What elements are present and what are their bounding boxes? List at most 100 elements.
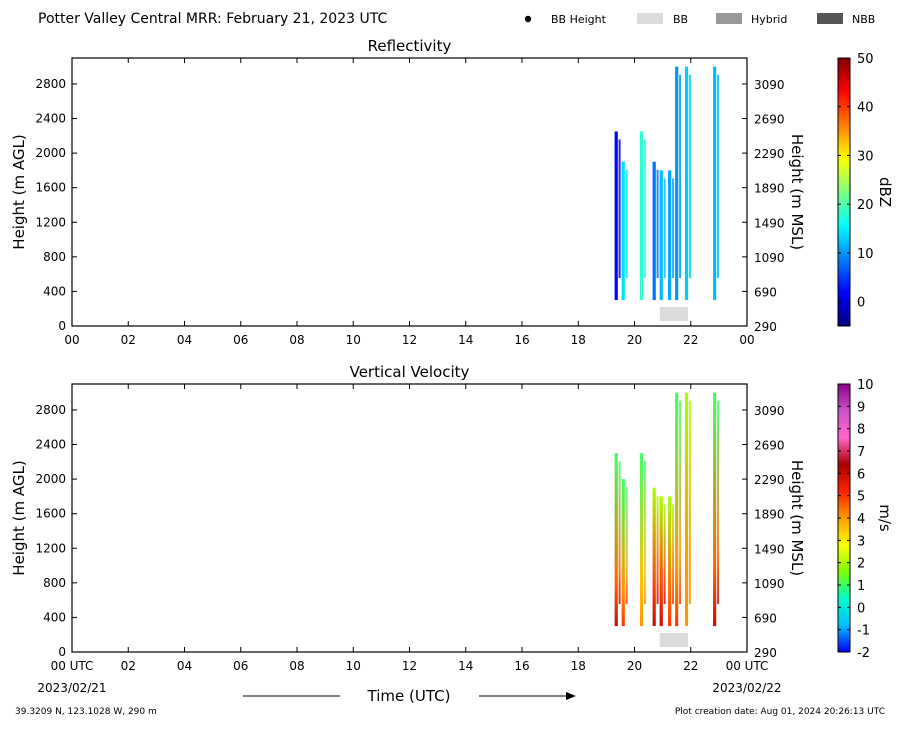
colorbar-tick-label: 8 xyxy=(857,423,865,438)
colorbar-tick-label: 30 xyxy=(857,149,874,164)
y-tick-label: 2800 xyxy=(35,77,66,91)
header-legend: BB Height BB Hybrid NBB xyxy=(524,13,875,26)
colorbar-tick-label: -1 xyxy=(857,624,870,639)
y2-axis-label: Height (m MSL) xyxy=(788,460,806,576)
data-column xyxy=(675,66,679,301)
y-tick-label: 2400 xyxy=(35,112,66,126)
panel-title: Reflectivity xyxy=(368,37,452,55)
data-column xyxy=(717,74,720,279)
colorbar-tick-label: 9 xyxy=(857,400,865,415)
x-tick-label: 20 xyxy=(627,659,642,673)
colorbar-tick-label: 0 xyxy=(857,601,865,616)
y-tick-label: 0 xyxy=(58,319,66,333)
y2-tick-label: 2290 xyxy=(754,147,785,161)
y-tick-label: 800 xyxy=(43,250,66,264)
x-tick-label: 08 xyxy=(289,333,304,347)
data-column xyxy=(614,131,618,301)
data-column xyxy=(688,400,691,605)
y-tick-label: 400 xyxy=(43,284,66,298)
data-column xyxy=(668,170,672,301)
y2-tick-label: 1890 xyxy=(754,508,785,522)
data-column xyxy=(656,169,659,279)
data-column xyxy=(643,461,646,605)
colorbar-tick-label: 10 xyxy=(857,247,874,262)
y-tick-label: 1600 xyxy=(35,507,66,521)
data-column xyxy=(659,496,663,627)
y2-axis-label: Height (m MSL) xyxy=(788,134,806,250)
data-column xyxy=(675,392,679,627)
y-tick-label: 400 xyxy=(43,610,66,624)
colorbar-tick-label: 6 xyxy=(857,467,865,482)
x-tick-label: 10 xyxy=(346,659,361,673)
x-tick-label: 00 xyxy=(64,333,79,347)
x-tick-label: 18 xyxy=(571,333,586,347)
y2-tick-label: 1090 xyxy=(754,577,785,591)
y2-tick-label: 690 xyxy=(754,611,777,625)
y2-tick-label: 1490 xyxy=(754,542,785,556)
data-column xyxy=(688,74,691,279)
data-column xyxy=(717,400,720,605)
colorbar-label: dBZ xyxy=(876,177,894,207)
data-column xyxy=(679,74,682,279)
colorbar-tick-label: 2 xyxy=(857,557,865,572)
colorbar-tick-label: 10 xyxy=(857,378,874,393)
colorbar-tick-label: 5 xyxy=(857,490,865,505)
legend-bb-height-swatch xyxy=(524,15,532,23)
y2-tick-label: 1890 xyxy=(754,182,785,196)
data-column xyxy=(639,453,644,627)
legend-hybrid-label: Hybrid xyxy=(751,13,787,26)
colorbar-tick-label: 1 xyxy=(857,579,865,594)
colorbar-tick-label: 7 xyxy=(857,445,865,460)
data-column xyxy=(672,178,675,279)
creation-date-label: Plot creation date: Aug 01, 2024 20:26:1… xyxy=(675,707,885,717)
data-column xyxy=(663,178,666,279)
x-tick-label: 02 xyxy=(121,333,136,347)
x-tick-label: 22 xyxy=(683,659,698,673)
y-tick-label: 1200 xyxy=(35,215,66,229)
start-date-label: 2023/02/21 xyxy=(37,681,106,695)
data-column xyxy=(679,400,682,605)
colorbar-tick-label: 40 xyxy=(857,101,874,116)
y2-tick-label: 690 xyxy=(754,285,777,299)
y2-tick-label: 1090 xyxy=(754,251,785,265)
y-tick-label: 800 xyxy=(43,576,66,590)
colorbar-tick-label: 4 xyxy=(857,512,865,527)
x-tick-label: 08 xyxy=(289,659,304,673)
colorbar-tick-label: 50 xyxy=(857,52,874,67)
colorbar xyxy=(837,57,851,327)
x-tick-label: 14 xyxy=(458,333,473,347)
y-tick-label: 2800 xyxy=(35,403,66,417)
data-column xyxy=(625,169,628,279)
x-tick-label: 00 UTC xyxy=(51,659,94,673)
x-tick-label: 18 xyxy=(571,659,586,673)
data-column xyxy=(659,170,663,301)
x-tick-label: 16 xyxy=(514,659,529,673)
y2-tick-label: 3090 xyxy=(754,404,785,418)
y2-tick-label: 2690 xyxy=(754,439,785,453)
data-column xyxy=(672,504,675,605)
legend-bb-swatch xyxy=(637,13,663,24)
legend-hybrid-swatch xyxy=(716,13,742,24)
legend-bb-height-label: BB Height xyxy=(551,13,607,26)
y-tick-label: 1200 xyxy=(35,541,66,555)
x-tick-label: 20 xyxy=(627,333,642,347)
data-column xyxy=(625,487,628,605)
data-column xyxy=(643,139,646,279)
data-column xyxy=(684,392,689,627)
x-tick-label: 22 xyxy=(683,333,698,347)
end-date-label: 2023/02/22 xyxy=(712,681,781,695)
x-axis-label: Time (UTC) xyxy=(367,687,451,705)
data-column xyxy=(621,161,625,301)
data-column xyxy=(668,496,672,627)
x-tick-label: 06 xyxy=(233,333,248,347)
data-column xyxy=(684,66,689,301)
y-tick-label: 2000 xyxy=(35,146,66,160)
colorbar-tick-label: 3 xyxy=(857,534,865,549)
legend-nbb-swatch xyxy=(817,13,843,24)
legend-nbb-label: NBB xyxy=(852,13,875,26)
bright-band-marker xyxy=(659,307,688,321)
y2-tick-label: 3090 xyxy=(754,78,785,92)
